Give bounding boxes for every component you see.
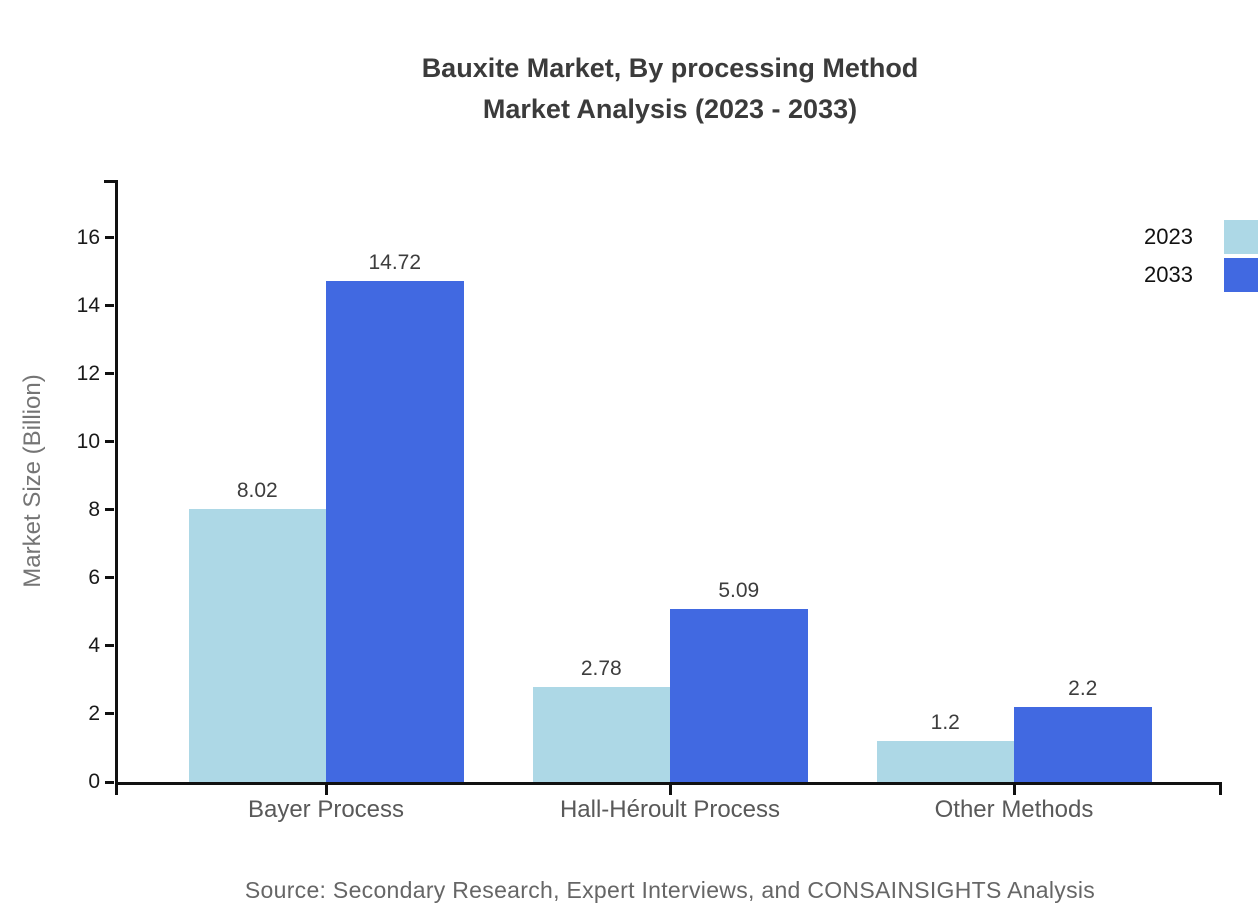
legend-label-2023: 2023 (1144, 224, 1193, 249)
y-axis-title: Market Size (Billion) (19, 374, 46, 588)
legend: 2023 2033 (1144, 220, 1258, 296)
legend-swatch-2023-icon (1224, 220, 1258, 254)
y-tick (105, 440, 114, 444)
legend-row-2033: 2033 (1144, 258, 1258, 292)
x-tick (1012, 782, 1016, 795)
plot-area: 0 2 4 6 8 10 12 14 16 Bayer Process 8.02 14.72 Hall-… (77, 180, 1222, 823)
legend-row-2023: 2023 (1144, 220, 1258, 254)
y-tick-label: 4 (88, 633, 100, 657)
chart-title-line2: Market Analysis (2023 - 2033) (482, 94, 858, 124)
y-tick-label: 16 (76, 225, 100, 249)
y-tick (105, 372, 114, 376)
y-tick (105, 576, 114, 580)
source-note: Source: Secondary Research, Expert Inter… (244, 877, 1096, 903)
bar-2033-category-2 (1014, 707, 1152, 782)
y-tick (105, 780, 114, 784)
bar-value-label: 14.72 (368, 251, 422, 275)
bar-value-label: 2.78 (580, 657, 622, 681)
legend-swatch-2033-icon (1224, 258, 1258, 292)
category-label: Other Methods (934, 796, 1094, 823)
y-tick-label: 10 (76, 429, 100, 453)
legend-label-2033: 2033 (1144, 262, 1193, 287)
bar-2023-category-1 (532, 687, 670, 782)
y-tick-label: 12 (76, 361, 100, 385)
y-tick-label: 0 (88, 770, 100, 793)
chart-title: Bauxite Market, By processing Method Mar… (140, 48, 1200, 130)
y-tick-label: 8 (88, 497, 100, 521)
y-tick (105, 712, 114, 716)
y-tick (105, 236, 114, 240)
y-axis-line (115, 180, 118, 785)
y-axis-top-cap (104, 180, 115, 183)
y-tick-label: 14 (76, 293, 100, 317)
category-label: Hall-Héroult Process (559, 796, 781, 823)
bar-value-label: 8.02 (236, 479, 278, 503)
x-axis-end-tick (1219, 782, 1222, 795)
y-tick (105, 304, 114, 308)
x-axis-end-tick (115, 782, 118, 795)
bar-value-label: 5.09 (718, 578, 760, 602)
y-tick (105, 508, 114, 512)
x-tick (668, 782, 672, 795)
bar-2023-category-2 (876, 741, 1014, 782)
y-tick-label: 2 (88, 701, 100, 725)
y-tick-label: 6 (88, 565, 100, 589)
x-tick (324, 782, 328, 795)
category-label: Bayer Process (247, 796, 405, 823)
y-tick (105, 644, 114, 648)
bar-2033-category-1 (670, 608, 808, 782)
bar-2033-category-0 (326, 281, 464, 782)
chart-title-line1: Bauxite Market, By processing Method (421, 53, 919, 83)
bar-value-label: 2.2 (1068, 677, 1098, 701)
bar-2023-category-0 (188, 509, 326, 782)
bar-value-label: 1.2 (930, 711, 960, 735)
